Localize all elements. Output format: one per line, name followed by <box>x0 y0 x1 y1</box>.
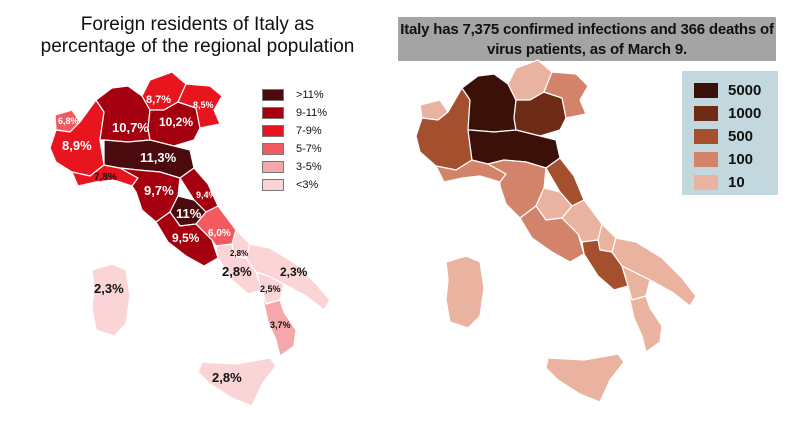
label-puglia: 2,3% <box>280 265 308 279</box>
label-sardegna: 2,3% <box>94 281 124 296</box>
right-title-line2: virus patients, as of March 9. <box>487 41 687 58</box>
label-emilia: 11,3% <box>140 150 177 165</box>
region-lazio <box>519 205 585 263</box>
legend-swatch <box>694 82 718 98</box>
right-legend-item: 5000 <box>694 81 761 99</box>
label-sicilia: 2,8% <box>212 370 242 385</box>
legend-swatch <box>694 105 718 121</box>
legend-swatch <box>262 107 284 119</box>
right-legend-item: 10 <box>694 173 745 191</box>
region-calabria <box>261 289 297 357</box>
left-legend-item: 5-7% <box>262 142 322 156</box>
legend-label: 5000 <box>728 81 762 99</box>
region-sicilia <box>545 353 625 403</box>
right-legend-item: 100 <box>694 150 753 168</box>
label-piemonte: 8,9% <box>62 138 92 153</box>
region-friuli <box>177 83 223 129</box>
left-legend-item: >11% <box>262 88 324 102</box>
region-piemonte <box>49 99 105 177</box>
legend-label: 500 <box>728 127 754 145</box>
left-legend-item: 7-9% <box>262 124 322 138</box>
right-legend-item: 500 <box>694 127 753 145</box>
label-toscana: 9,7% <box>144 183 174 198</box>
region-friuli <box>543 71 589 119</box>
legend-swatch <box>262 89 284 101</box>
region-sardegna <box>91 263 131 337</box>
legend-label: 10 <box>728 173 745 191</box>
legend-label: 7-9% <box>296 125 322 137</box>
label-liguria: 7,8% <box>94 172 117 183</box>
left-title-line2: percentage of the regional population <box>40 36 355 57</box>
label-friuli: 8,5% <box>193 100 214 110</box>
right-map-title: Italy has 7,375 confirmed infections and… <box>398 17 776 61</box>
legend-label: 9-11% <box>296 107 327 119</box>
left-legend-item: 9-11% <box>262 106 327 120</box>
region-calabria <box>627 285 663 353</box>
left-legend-item: <3% <box>262 178 318 192</box>
legend-label: 3-5% <box>296 161 322 173</box>
legend-swatch <box>694 151 718 167</box>
left-legend-item: 3-5% <box>262 160 322 174</box>
label-trentino: 8,7% <box>146 94 171 106</box>
label-marche: 9,4% <box>196 190 217 200</box>
legend-swatch <box>694 174 718 190</box>
left-title-line1: Foreign residents of Italy as <box>80 14 315 35</box>
label-basilicata: 2,5% <box>260 284 281 294</box>
right-legend: 5000 1000 500 100 10 <box>682 71 778 195</box>
label-molise: 2,8% <box>230 249 248 258</box>
region-lombardia <box>461 73 517 133</box>
region-lazio <box>155 211 219 267</box>
region-puglia <box>611 237 697 307</box>
region-piemonte <box>415 87 473 171</box>
label-lazio: 9,5% <box>172 231 200 245</box>
legend-swatch <box>694 128 718 144</box>
right-legend-item: 1000 <box>694 104 761 122</box>
foreign-residents-map: 6,8% 8,9% 7,8% 10,7% 8,7% 8,5% 10,2% 11,… <box>49 71 331 407</box>
legend-label: 100 <box>728 150 754 168</box>
region-puglia <box>245 243 331 311</box>
region-sardegna <box>445 255 485 329</box>
left-region-labels: 6,8% 8,9% 7,8% 10,7% 8,7% 8,5% 10,2% 11,… <box>58 94 308 385</box>
legend-swatch <box>262 161 284 173</box>
label-campania: 2,8% <box>222 264 252 279</box>
label-abruzzo: 6,0% <box>208 228 231 239</box>
legend-label: 1000 <box>728 104 762 122</box>
legend-swatch <box>262 179 284 191</box>
label-calabria: 3,7% <box>270 320 291 330</box>
legend-swatch <box>262 125 284 137</box>
region-veneto <box>147 101 201 147</box>
label-veneto: 10,2% <box>159 115 193 129</box>
legend-label: <3% <box>296 179 319 191</box>
legend-swatch <box>262 143 284 155</box>
left-legend: >11% 9-11% 7-9% 5-7% 3-5% <3% <box>262 88 372 198</box>
region-veneto <box>513 91 567 137</box>
left-map-title: Foreign residents of Italy as percentage… <box>0 14 395 58</box>
label-umbria: 11% <box>176 206 202 221</box>
right-title-line1: Italy has 7,375 confirmed infections and… <box>400 21 774 38</box>
foreign-residents-panel: Foreign residents of Italy as percentage… <box>0 0 395 431</box>
label-valle-aosta: 6,8% <box>58 116 79 126</box>
legend-label: 5-7% <box>296 143 322 155</box>
label-lombardia: 10,7% <box>112 120 149 135</box>
legend-label: >11% <box>296 89 324 101</box>
region-sicilia <box>197 357 277 407</box>
